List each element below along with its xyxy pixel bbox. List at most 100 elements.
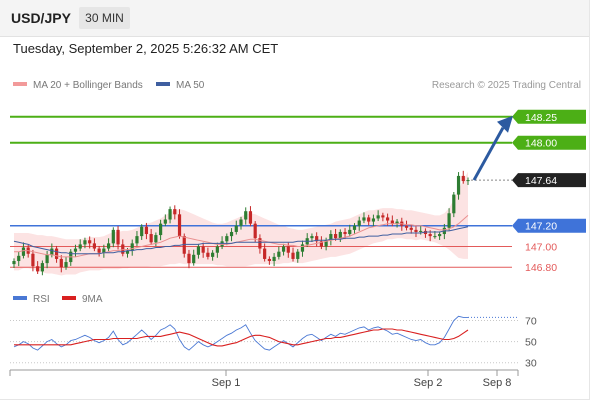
- legend-label-rsi: RSI: [33, 294, 50, 305]
- rsi-line: [13, 315, 468, 351]
- candle-body: [211, 252, 215, 257]
- forecast-arrow-shaft: [472, 127, 505, 181]
- candle-body: [116, 229, 120, 245]
- legend-rsi: RSI: [13, 294, 50, 305]
- candle-body: [88, 240, 92, 244]
- candle-body: [225, 236, 229, 242]
- candle-body: [149, 234, 153, 243]
- candle-body: [376, 215, 380, 219]
- level-label-148-00: 148.00: [525, 138, 557, 150]
- candle-body: [343, 231, 347, 235]
- candle-body: [447, 213, 451, 228]
- legend-swatch-rsi-ma: [62, 296, 76, 301]
- candle-body: [386, 217, 390, 221]
- candle-body: [168, 209, 172, 220]
- candle-body: [409, 227, 413, 230]
- legend-label-bollinger: MA 20 + Bollinger Bands: [33, 80, 143, 91]
- candle-body: [73, 248, 78, 252]
- candle-body: [173, 209, 177, 215]
- candle-body: [452, 194, 456, 214]
- candle-body: [433, 236, 437, 238]
- candle-body: [414, 229, 418, 232]
- level-label-147-64: 147.64: [525, 175, 557, 187]
- candle-body: [267, 258, 271, 262]
- legend-swatch-rsi: [13, 296, 27, 301]
- chart-header: USD/JPY 30 MIN: [0, 0, 590, 37]
- candle-body: [352, 225, 357, 230]
- candle-body: [187, 253, 191, 264]
- ma50-line: [13, 226, 469, 255]
- x-tick-label-sep-1: Sep 1: [212, 377, 241, 389]
- candle-body: [456, 175, 461, 195]
- candle-body: [229, 231, 234, 237]
- candle-body: [338, 231, 342, 239]
- candle-body: [381, 215, 385, 218]
- candle-body: [154, 235, 158, 243]
- candle-body: [239, 219, 243, 226]
- candle-body: [97, 248, 101, 253]
- x-tick-label-sep-2: Sep 2: [414, 377, 443, 389]
- candle-body: [177, 214, 182, 237]
- candle-body: [125, 250, 130, 254]
- candle-body: [300, 244, 305, 252]
- candle-body: [404, 225, 409, 228]
- candle-body: [234, 225, 238, 232]
- candle-body: [348, 229, 352, 235]
- candle-body: [461, 175, 465, 182]
- level-tag-147-64: [512, 173, 586, 188]
- legend-ma50: MA 50: [156, 80, 204, 91]
- level-label-146-80: 146.80: [525, 262, 557, 274]
- candle-body: [130, 243, 134, 251]
- candle-body: [263, 248, 267, 259]
- candle-body: [121, 244, 125, 254]
- candle-body: [215, 246, 219, 253]
- level-label-147-20: 147.20: [525, 221, 557, 233]
- candle-body: [140, 226, 144, 237]
- rsi-tick-label-50: 50: [525, 337, 537, 349]
- candle-body: [319, 241, 323, 247]
- legend-swatch-bollinger: [13, 82, 27, 87]
- candle-body: [64, 262, 68, 268]
- interval-button[interactable]: 30 MIN: [79, 7, 130, 29]
- candle-body: [419, 230, 423, 232]
- candle-body: [12, 261, 16, 265]
- candle-body: [438, 234, 442, 237]
- candle-body: [272, 256, 276, 262]
- candle-body: [102, 248, 106, 253]
- candle-body: [428, 234, 432, 237]
- candle-body: [135, 236, 139, 244]
- candle-body: [182, 236, 186, 254]
- rsi-ma-line: [14, 328, 469, 347]
- level-tag-148-25: [512, 109, 586, 124]
- candle-body: [92, 243, 96, 249]
- candle-body: [286, 246, 290, 253]
- rsi-tick-label-30: 30: [525, 358, 537, 370]
- timestamp: Tuesday, September 2, 2025 5:26:32 AM CE…: [13, 41, 279, 56]
- candle-body: [277, 251, 281, 257]
- candle-body: [371, 218, 376, 222]
- candle-body: [362, 217, 366, 221]
- candle-body: [357, 220, 361, 226]
- price-chart[interactable]: 148.25 148.00 147.64 147.20 147.00 146.80: [0, 0, 590, 290]
- candle-body: [329, 234, 333, 241]
- candle-body: [163, 219, 167, 224]
- candle-body: [83, 240, 87, 245]
- candle-body: [17, 255, 21, 262]
- candle-body: [248, 211, 253, 224]
- candle-body: [144, 226, 149, 235]
- legend-label-ma50: MA 50: [176, 80, 205, 91]
- candle-body: [390, 220, 394, 224]
- candle-body: [21, 247, 26, 256]
- candle-body: [31, 253, 35, 267]
- candle-body: [333, 234, 338, 239]
- candle-body: [78, 244, 82, 249]
- level-label-147-00: 147.00: [525, 241, 557, 253]
- candle-body: [466, 180, 470, 182]
- forecast-arrow-head: [497, 115, 513, 133]
- candle-body: [291, 252, 295, 259]
- legend-rsi-ma: 9MA: [62, 294, 103, 305]
- candle-body: [201, 246, 205, 253]
- candle-body: [59, 258, 63, 268]
- candle-body: [258, 238, 262, 249]
